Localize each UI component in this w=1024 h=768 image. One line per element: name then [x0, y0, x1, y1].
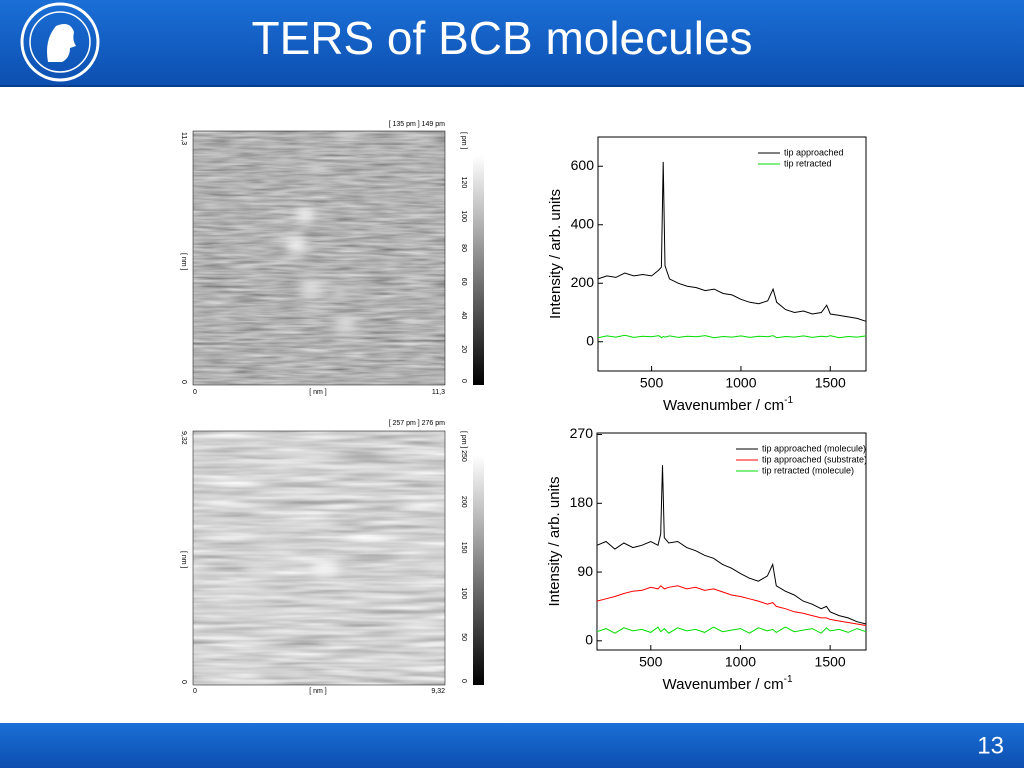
x-axis-label-sup: -1: [784, 395, 793, 406]
y-tick-label: 200: [571, 274, 595, 290]
x-axis-label: Wavenumber / cm-1: [662, 674, 792, 693]
chart: 500 1000 1500 0 90 180 270 Wavenumber / cm-1 Int…: [546, 425, 867, 693]
colorbar-tick-label: 250: [460, 450, 467, 462]
axis-label: 0: [180, 380, 187, 384]
range-label: [ 257 pm ] 276 pm: [389, 420, 446, 427]
y-tick-label: 0: [586, 332, 594, 348]
axis-label: 11,3: [432, 389, 445, 396]
y-tick-label: 180: [570, 494, 594, 510]
plot-frame: [597, 136, 867, 372]
y-axis-label: Intensity / arb. units: [547, 189, 564, 319]
y-tick-label: 400: [571, 215, 595, 231]
legend-label: tip retracted: [784, 158, 832, 168]
colorbar-unit: [ pm ]: [460, 431, 467, 449]
axis-label: 9,32: [431, 688, 445, 695]
colorbar-tick-label: 100: [460, 587, 467, 599]
colorbar-tick-label: 150: [460, 542, 467, 554]
colorbar: [473, 155, 484, 385]
axis-label: [ nm ]: [180, 551, 187, 569]
axis-label: [ nm ]: [309, 389, 327, 396]
colorbar-tick-label: 60: [460, 278, 467, 286]
x-axis-label-text: Wavenumber / cm: [663, 397, 784, 414]
series-line: [596, 626, 867, 634]
header-bar: [0, 0, 1024, 85]
x-tick-label: 1000: [725, 654, 756, 670]
logo: [20, 2, 100, 82]
axis-label: 0: [180, 680, 187, 684]
chart: 500 1000 1500 0 200 400 600 Wavenumber / cm-1 In…: [547, 136, 867, 414]
y-tick-label: 90: [577, 563, 593, 579]
legend-label: tip retracted (molecule): [762, 465, 854, 475]
y-axis-label: Intensity / arb. units: [546, 476, 563, 606]
series-line: [596, 585, 867, 626]
colorbar-tick-label: 200: [460, 496, 467, 508]
series-line: [596, 465, 867, 625]
colorbar-tick-label: 40: [460, 312, 467, 320]
x-tick-label: 500: [640, 375, 664, 391]
x-tick-label: 1500: [815, 375, 846, 391]
colorbar-tick-label: 100: [460, 210, 467, 222]
axis-label: [ nm ]: [180, 253, 187, 271]
colorbar-tick-label: 80: [460, 244, 467, 252]
y-tick-label: 270: [570, 425, 594, 441]
image-frame: [192, 430, 446, 686]
stm-image: [193, 131, 445, 385]
colorbar-tick-label: 0: [460, 679, 467, 683]
colorbar-tick-label: 20: [460, 345, 467, 353]
axis-label: [ nm ]: [309, 688, 327, 695]
page-number: 13: [977, 732, 1004, 759]
axis-label: 9,32: [180, 431, 187, 445]
legend-label: tip approached (substrate): [762, 454, 867, 464]
stm-features: [244, 560, 339, 578]
slide-title: TERS of BCB molecules: [251, 12, 752, 64]
colorbar-tick-label: 50: [460, 633, 467, 641]
x-axis-label-sup: -1: [784, 674, 793, 685]
axis-label: 0: [193, 688, 197, 695]
colorbar-unit: [ pm ]: [460, 132, 467, 150]
x-axis-label: Wavenumber / cm-1: [663, 395, 793, 414]
stm-image: [193, 431, 445, 685]
axis-label: 0: [193, 389, 197, 396]
series-line: [597, 334, 867, 339]
plot-frame: [596, 432, 867, 651]
x-axis-label-text: Wavenumber / cm: [662, 676, 783, 693]
x-tick-label: 500: [639, 654, 663, 670]
range-label: [ 135 pm ] 149 pm: [389, 121, 446, 128]
axis-label: 11,3: [180, 132, 187, 145]
legend-label: tip approached (molecule): [762, 443, 866, 453]
series-line: [597, 161, 867, 322]
colorbar: [473, 455, 484, 685]
y-tick-label: 0: [585, 632, 593, 648]
y-tick-label: 600: [571, 157, 595, 173]
x-tick-label: 1000: [725, 375, 756, 391]
x-tick-label: 1500: [815, 654, 846, 670]
legend-label: tip approached: [784, 147, 844, 157]
stm-features: [285, 207, 357, 331]
colorbar-tick-label: 0: [460, 379, 467, 383]
colorbar-tick-label: 120: [460, 177, 467, 189]
footer-bar: [0, 723, 1024, 768]
image-frame: [192, 130, 446, 386]
